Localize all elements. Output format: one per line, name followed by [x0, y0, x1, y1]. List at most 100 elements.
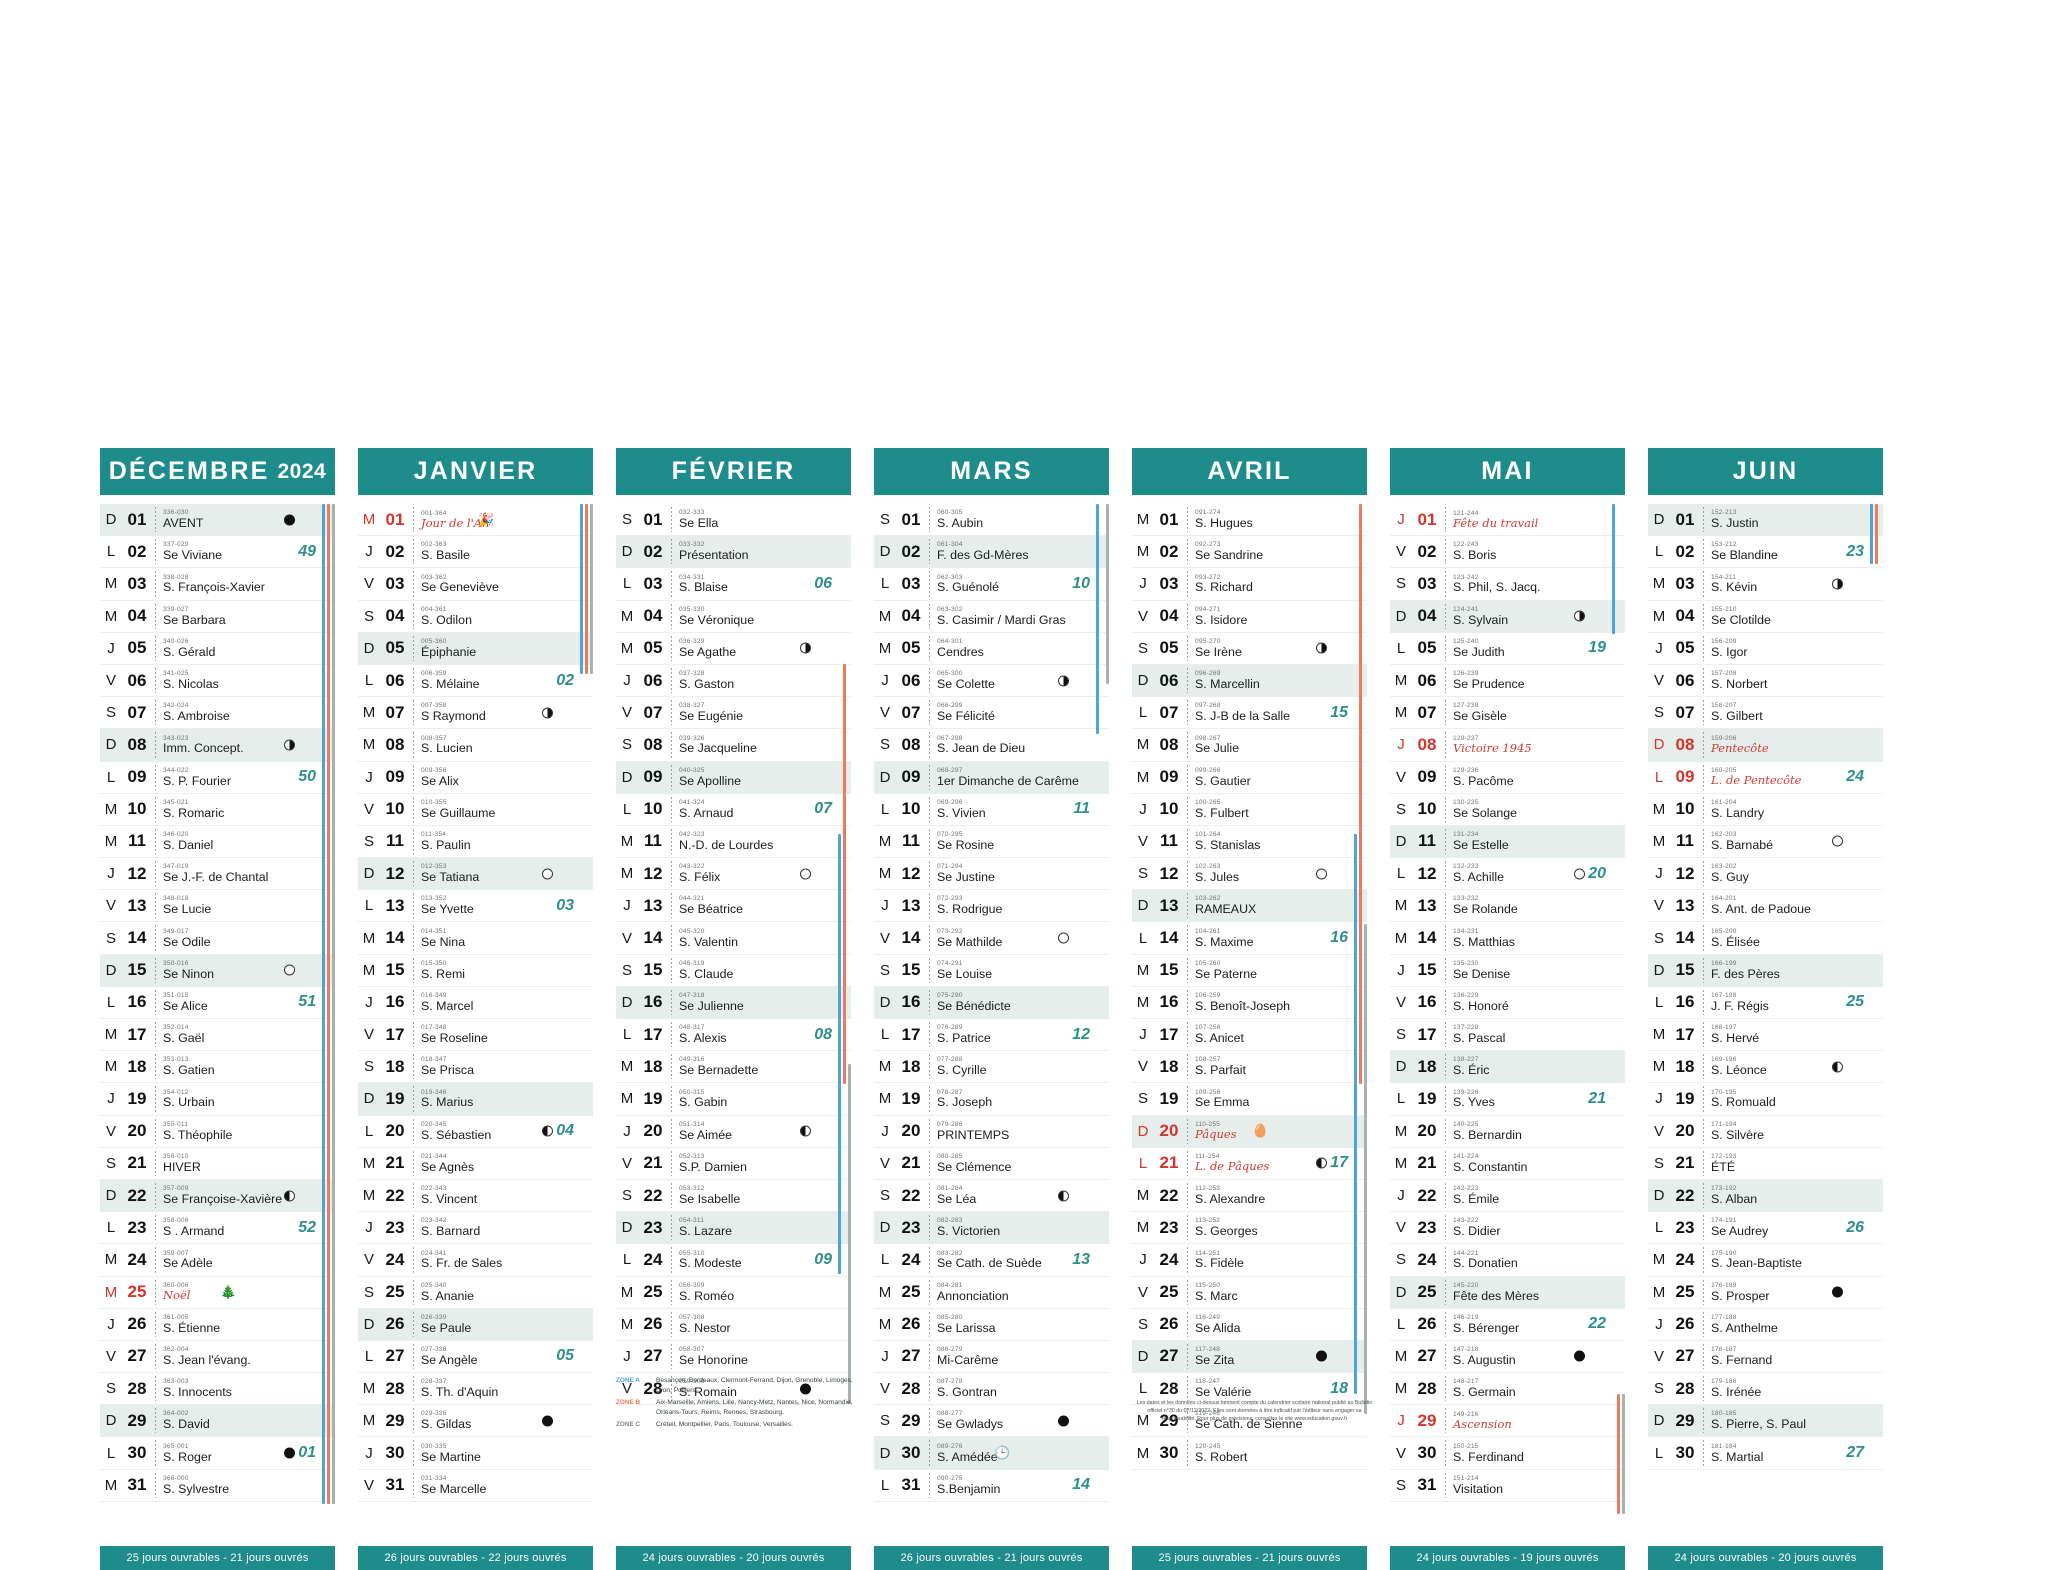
day-row[interactable]: D 20 110-255 Pâques 🥚 — [1132, 1115, 1367, 1148]
day-row[interactable]: J 13 044-321 Se Béatrice — [616, 890, 851, 923]
day-row[interactable]: J 27 086-279 Mi-Carême — [874, 1341, 1109, 1374]
day-row[interactable]: J 08 128-237 Victoire 1945 — [1390, 729, 1625, 762]
day-row[interactable]: V 14 073-292 Se Mathilde — [874, 922, 1109, 955]
day-row[interactable]: J 15 135-230 Se Denise — [1390, 955, 1625, 987]
day-row[interactable]: S 19 109-256 Se Emma — [1132, 1083, 1367, 1116]
day-row[interactable]: S 01 060-305 S. Aubin — [874, 504, 1109, 537]
day-row[interactable]: V 27 178-187 S. Fernand — [1648, 1341, 1883, 1374]
day-row[interactable]: S 08 067-298 S. Jean de Dieu — [874, 729, 1109, 762]
day-row[interactable]: M 04 035-330 Se Véronique — [616, 601, 851, 633]
day-row[interactable]: M 30 120-245 S. Robert — [1132, 1437, 1367, 1470]
day-row[interactable]: D 23 082-283 S. Victorien — [874, 1212, 1109, 1245]
day-row[interactable]: D 02 061-304 F. des Gd-Mères — [874, 536, 1109, 569]
day-row[interactable]: D 30 089-276 S. Amédée 🕒 — [874, 1437, 1109, 1470]
day-row[interactable]: L 24 083-282 Se Cath. de Suède 13 — [874, 1244, 1109, 1277]
day-row[interactable]: V 31 031-334 Se Marcelle — [358, 1470, 593, 1502]
day-row[interactable]: V 03 003-362 Se Geneviève — [358, 568, 593, 601]
day-row[interactable]: M 01 091-274 S. Hugues — [1132, 504, 1367, 537]
day-row[interactable]: J 20 051-314 Se Aimée — [616, 1116, 851, 1148]
day-row[interactable]: M 20 140-225 S. Bernardin — [1390, 1116, 1625, 1148]
day-row[interactable]: M 24 359-007 Se Adèle — [100, 1244, 335, 1277]
day-row[interactable]: S 31 151-214 Visitation — [1390, 1470, 1625, 1502]
day-row[interactable]: M 04 339-027 Se Barbara — [100, 601, 335, 633]
day-row[interactable]: D 04 124-241 S. Sylvain — [1390, 600, 1625, 633]
day-row[interactable]: S 10 130-235 Se Solange — [1390, 794, 1625, 826]
day-row[interactable]: M 14 134-231 S. Matthias — [1390, 922, 1625, 955]
day-row[interactable]: D 27 117-248 Se Zita — [1132, 1340, 1367, 1374]
day-row[interactable]: M 29 029-336 S. Gildas — [358, 1405, 593, 1438]
day-row[interactable]: D 18 138-227 S. Éric — [1390, 1051, 1625, 1084]
day-row[interactable]: D 11 131-234 Se Estelle — [1390, 825, 1625, 859]
day-row[interactable]: L 20 020-345 S. Sébastien 04 — [358, 1116, 593, 1148]
day-row[interactable]: J 13 072-293 S. Rodrigue — [874, 890, 1109, 923]
day-row[interactable]: M 08 098-267 Se Julie — [1132, 729, 1367, 762]
day-row[interactable]: M 07 007-358 S Raymond — [358, 697, 593, 730]
day-row[interactable]: S 26 116-249 Se Alida — [1132, 1309, 1367, 1341]
day-row[interactable]: D 08 159-206 Pentecôte — [1648, 729, 1883, 762]
day-row[interactable]: M 22 112-253 S. Alexandre — [1132, 1180, 1367, 1213]
day-row[interactable]: S 24 144-221 S. Donatien — [1390, 1244, 1625, 1277]
day-row[interactable]: D 15 166-199 F. des Pères — [1648, 954, 1883, 987]
day-row[interactable]: J 12 347-019 Se J.-F. de Chantal — [100, 858, 335, 891]
day-row[interactable]: J 01 121-244 Fête du travail — [1390, 504, 1625, 537]
day-row[interactable]: S 28 363-003 S. Innocents — [100, 1373, 335, 1406]
day-row[interactable]: S 07 342-024 S. Ambroise — [100, 697, 335, 730]
day-row[interactable]: V 18 108-257 S. Parfait — [1132, 1051, 1367, 1084]
day-row[interactable]: J 23 023-342 S. Barnard — [358, 1212, 593, 1245]
day-row[interactable]: L 16 351-015 Se Alice 51 — [100, 987, 335, 1019]
day-row[interactable]: M 18 077-288 S. Cyrille — [874, 1051, 1109, 1084]
day-row[interactable]: V 06 341-025 S. Nicolas — [100, 665, 335, 698]
day-row[interactable]: J 29 149-216 Ascension — [1390, 1405, 1625, 1438]
day-row[interactable]: M 12 043-322 S. Félix — [616, 858, 851, 891]
day-row[interactable]: M 24 175-190 S. Jean-Baptiste — [1648, 1244, 1883, 1277]
day-row[interactable]: V 11 101-264 S. Stanislas — [1132, 826, 1367, 859]
day-row[interactable]: J 19 354-012 S. Urbain — [100, 1083, 335, 1116]
day-row[interactable]: M 01 001-364 Jour de l'An 🎉 — [358, 504, 593, 537]
day-row[interactable]: D 09 068-297 1er Dimanche de Carême — [874, 761, 1109, 794]
day-row[interactable]: J 05 156-209 S. Igor — [1648, 633, 1883, 665]
day-row[interactable]: V 17 017-348 Se Roseline — [358, 1019, 593, 1052]
day-row[interactable]: S 12 102-263 S. Jules — [1132, 858, 1367, 891]
day-row[interactable]: M 10 161-204 S. Landry — [1648, 794, 1883, 826]
day-row[interactable]: M 09 099-266 S. Gautier — [1132, 762, 1367, 794]
day-row[interactable]: V 28 087-278 S. Gontran — [874, 1373, 1109, 1406]
day-row[interactable]: J 26 177-188 S. Anthelme — [1648, 1309, 1883, 1341]
day-row[interactable]: V 21 052-313 S.P. Damien — [616, 1148, 851, 1180]
day-row[interactable]: L 31 090-275 S.Benjamin 14 — [874, 1470, 1109, 1502]
day-row[interactable]: J 06 037-328 S. Gaston — [616, 665, 851, 698]
day-row[interactable]: S 01 032-333 Se Ella — [616, 504, 851, 537]
day-row[interactable]: L 02 153-212 Se Blandine 23 — [1648, 536, 1883, 569]
day-row[interactable]: V 30 150-215 S. Ferdinand — [1390, 1437, 1625, 1470]
day-row[interactable]: L 10 041-324 S. Arnaud 07 — [616, 794, 851, 826]
day-row[interactable]: M 17 352-014 S. Gaël — [100, 1019, 335, 1052]
day-row[interactable]: S 22 053-312 Se Isabelle — [616, 1180, 851, 1213]
day-row[interactable]: D 23 054-311 S. Lazare — [616, 1212, 851, 1245]
day-row[interactable]: V 04 094-271 S. Isidore — [1132, 601, 1367, 633]
day-row[interactable]: M 15 105-260 Se Paterne — [1132, 955, 1367, 987]
day-row[interactable]: V 02 122-243 S. Boris — [1390, 536, 1625, 569]
day-row[interactable]: L 30 365-001 S. Roger 01 — [100, 1437, 335, 1470]
day-row[interactable]: M 11 162-203 S. Barnabé — [1648, 826, 1883, 859]
day-row[interactable]: L 03 062-303 S. Guénolé 10 — [874, 568, 1109, 601]
day-row[interactable]: L 26 146-219 S. Bérenger 22 — [1390, 1309, 1625, 1341]
day-row[interactable]: L 05 125-240 Se Judith 19 — [1390, 633, 1625, 665]
day-row[interactable]: J 12 163-202 S. Guy — [1648, 858, 1883, 891]
day-row[interactable]: V 13 348-018 Se Lucie — [100, 890, 335, 923]
day-row[interactable]: D 16 047-318 Se Julienne — [616, 986, 851, 1019]
day-row[interactable]: M 13 133-232 Se Rolande — [1390, 890, 1625, 923]
day-row[interactable]: J 03 093-272 S. Richard — [1132, 568, 1367, 601]
day-row[interactable]: J 30 030-335 Se Martine — [358, 1437, 593, 1470]
day-row[interactable]: M 26 057-308 S. Nestor — [616, 1309, 851, 1341]
day-row[interactable]: S 21 356-010 HIVER — [100, 1148, 335, 1180]
day-row[interactable]: J 24 114-251 S. Fidèle — [1132, 1244, 1367, 1277]
day-row[interactable]: V 21 080-285 Se Clémence — [874, 1148, 1109, 1180]
day-row[interactable]: V 10 010-355 Se Guillaume — [358, 794, 593, 826]
day-row[interactable]: S 04 004-361 S. Odilon — [358, 601, 593, 633]
day-row[interactable]: M 03 338-028 S. François-Xavier — [100, 568, 335, 601]
day-row[interactable]: D 12 012-353 Se Tatiana — [358, 858, 593, 891]
day-row[interactable]: J 02 002-363 S. Basile — [358, 536, 593, 569]
day-row[interactable]: L 23 174-191 Se Audrey 26 — [1648, 1212, 1883, 1245]
day-row[interactable]: J 06 065-300 Se Colette — [874, 665, 1109, 698]
day-row[interactable]: V 09 129-236 S. Pacôme — [1390, 762, 1625, 794]
day-row[interactable]: M 18 353-013 S. Gatien — [100, 1051, 335, 1084]
